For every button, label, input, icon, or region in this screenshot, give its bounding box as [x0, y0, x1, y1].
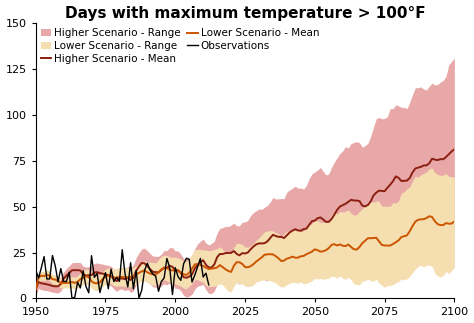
- Legend: Higher Scenario - Range, Lower Scenario - Range, Higher Scenario - Mean, Lower S: Higher Scenario - Range, Lower Scenario …: [39, 26, 321, 66]
- Title: Days with maximum temperature > 100°F: Days with maximum temperature > 100°F: [65, 5, 425, 21]
